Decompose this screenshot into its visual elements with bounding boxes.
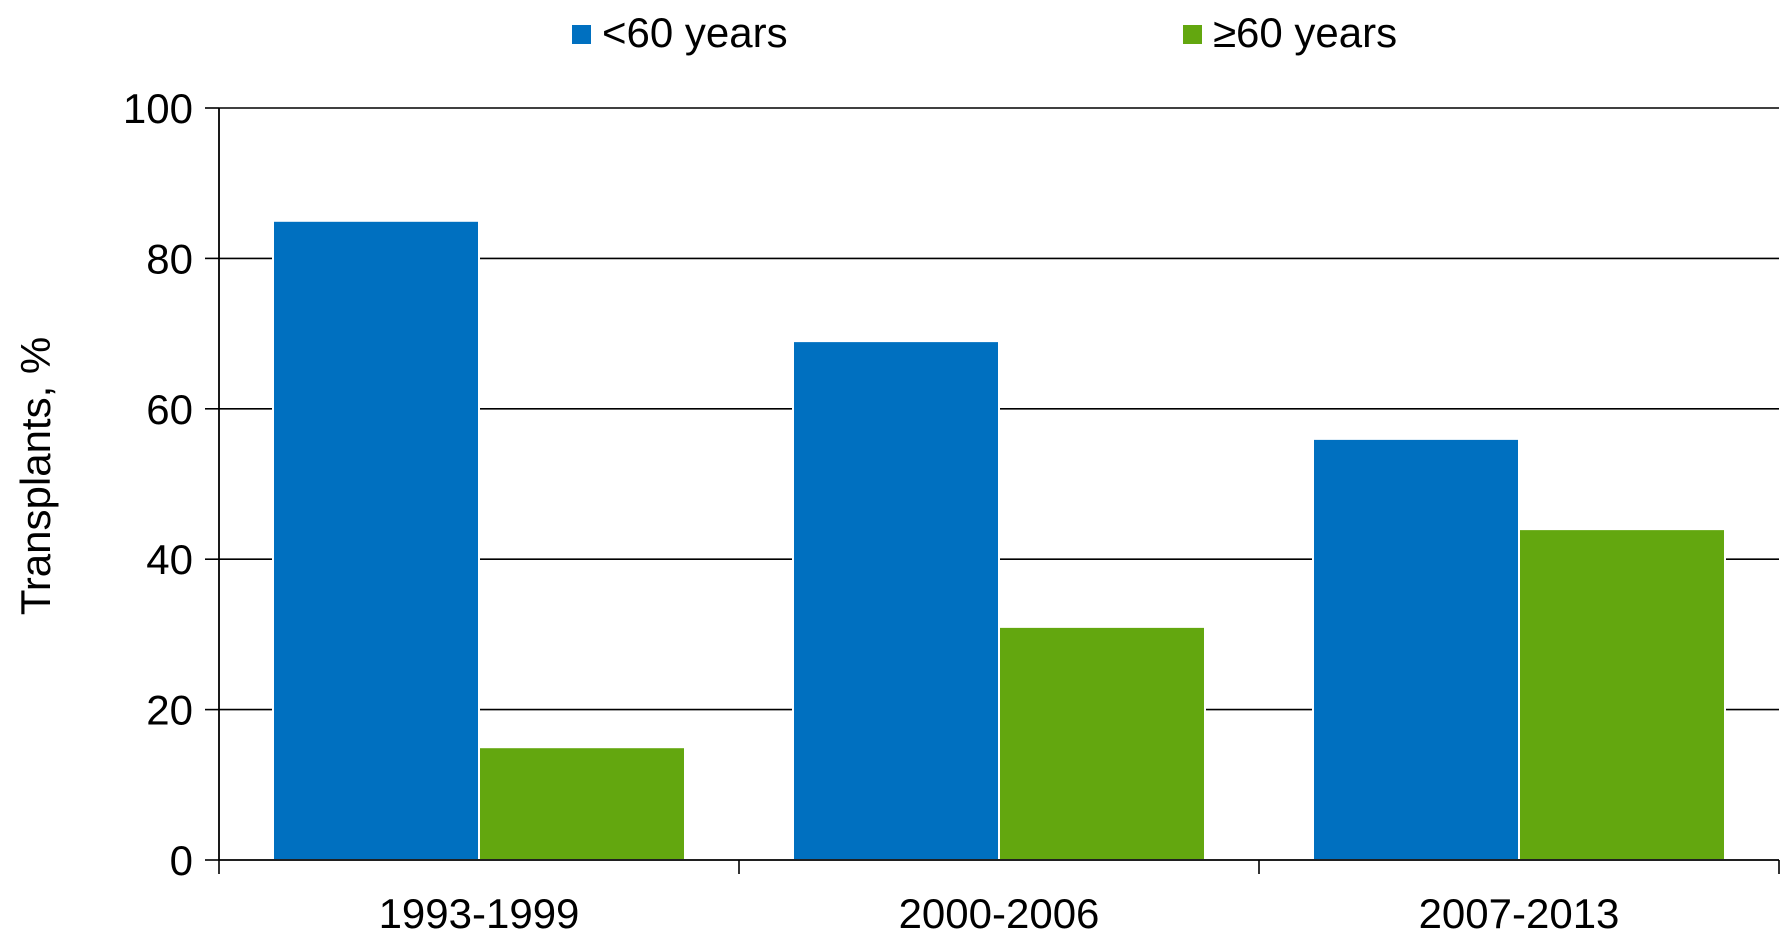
- x-tick-label: 1993-1999: [379, 890, 580, 936]
- bar-under-60-2000-2006: [792, 340, 1000, 861]
- legend: <60 years ≥60 years: [572, 9, 1397, 56]
- y-tick-label: 20: [146, 687, 193, 734]
- bar-60-and-over-2000-2006: [998, 625, 1206, 861]
- x-tick-label: 2007-2013: [1419, 890, 1620, 936]
- y-tick-label: 40: [146, 536, 193, 583]
- legend-label-under-60: <60 years: [602, 9, 788, 56]
- x-axis-tick-labels: 1993-1999 2000-2006 2007-2013: [379, 890, 1620, 936]
- legend-swatch-under-60: [572, 25, 591, 44]
- bar-60-and-over-1993-1999: [478, 746, 686, 862]
- bars: [272, 219, 1726, 862]
- bar-60-and-over-2007-2013: [1518, 528, 1726, 861]
- axes: [205, 107, 1780, 874]
- y-tick-label: 60: [146, 386, 193, 433]
- legend-swatch-60-and-over: [1183, 25, 1202, 44]
- legend-label-60-and-over: ≥60 years: [1213, 9, 1397, 56]
- y-tick-label: 0: [170, 837, 193, 884]
- y-tick-label: 80: [146, 235, 193, 282]
- bar-under-60-2007-2013: [1312, 437, 1520, 861]
- x-tick-label: 2000-2006: [899, 890, 1100, 936]
- bar-under-60-1993-1999: [272, 219, 480, 862]
- y-axis-title: Transplants, %: [12, 337, 59, 616]
- y-axis-tick-labels: 0 20 40 60 80 100: [123, 85, 193, 884]
- y-tick-label: 100: [123, 85, 193, 132]
